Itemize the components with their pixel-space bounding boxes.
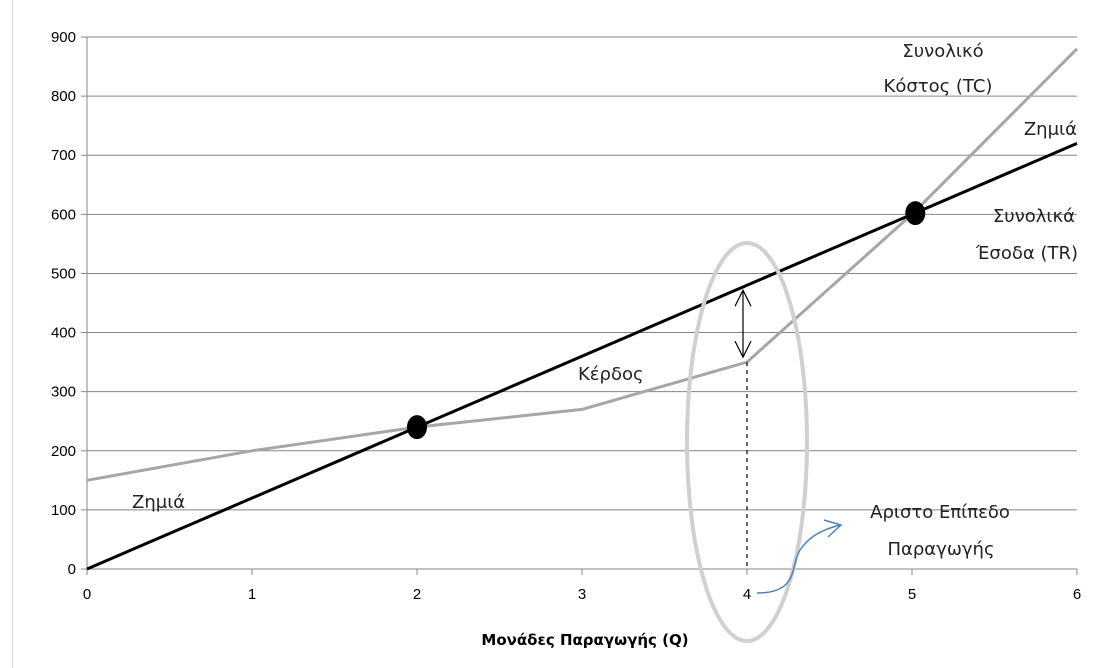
y-tick-label-300: 300 — [51, 384, 76, 401]
annotation-marks — [407, 201, 926, 643]
y-tick-label-700: 700 — [51, 147, 76, 164]
y-tick-label-100: 100 — [51, 502, 76, 519]
y-tick-label-400: 400 — [51, 325, 76, 342]
optimum-label-line2: Παραγωγής — [887, 539, 994, 560]
y-tick-label-500: 500 — [51, 265, 76, 282]
x-tick-labels: 0 1 2 3 4 5 6 — [83, 586, 1081, 603]
profit-label: Κέρδος — [578, 364, 644, 385]
loss-label-left: Ζημιά — [132, 492, 185, 513]
x-tick-label-2: 2 — [413, 586, 421, 603]
tc-label-line1: Συνολικό — [902, 41, 983, 62]
tr-label-line2: Έσοδα (TR) — [975, 243, 1078, 264]
profit-arrow-head-bottom — [734, 340, 752, 359]
y-tick-label-200: 200 — [51, 443, 76, 460]
x-tick-label-6: 6 — [1073, 586, 1081, 603]
profit-arrow-head-top — [734, 288, 752, 307]
y-tick-label-800: 800 — [51, 88, 76, 105]
optimum-ellipse — [685, 241, 809, 643]
y-tick-labels: 0 100 200 300 400 500 600 700 800 900 — [51, 29, 76, 578]
x-tick-label-1: 1 — [248, 586, 256, 603]
x-tick-label-4: 4 — [743, 586, 751, 603]
y-tick-label-900: 900 — [51, 29, 76, 46]
break-even-point-2 — [905, 201, 926, 226]
x-tick-label-5: 5 — [908, 586, 916, 603]
optimum-label-line1: Αριστο Επίπεδο — [870, 502, 1010, 523]
loss-label-right: Ζημιά — [1024, 119, 1077, 140]
x-tick-label-0: 0 — [83, 586, 91, 603]
optimum-callout-arrow — [756, 524, 841, 594]
optimum-callout-arrow-head — [823, 519, 843, 538]
y-tick-label-600: 600 — [51, 206, 76, 223]
tc-label-line2: Κόστος (TC) — [884, 76, 993, 97]
break-even-point-1 — [407, 415, 427, 440]
axes — [81, 36, 1078, 575]
y-tick-label-0: 0 — [68, 561, 76, 578]
x-tick-label-3: 3 — [578, 586, 586, 603]
x-axis-title: Μονάδες Παραγωγής (Q) — [481, 631, 688, 649]
tr-label-line1: Συνολικά — [993, 206, 1075, 227]
